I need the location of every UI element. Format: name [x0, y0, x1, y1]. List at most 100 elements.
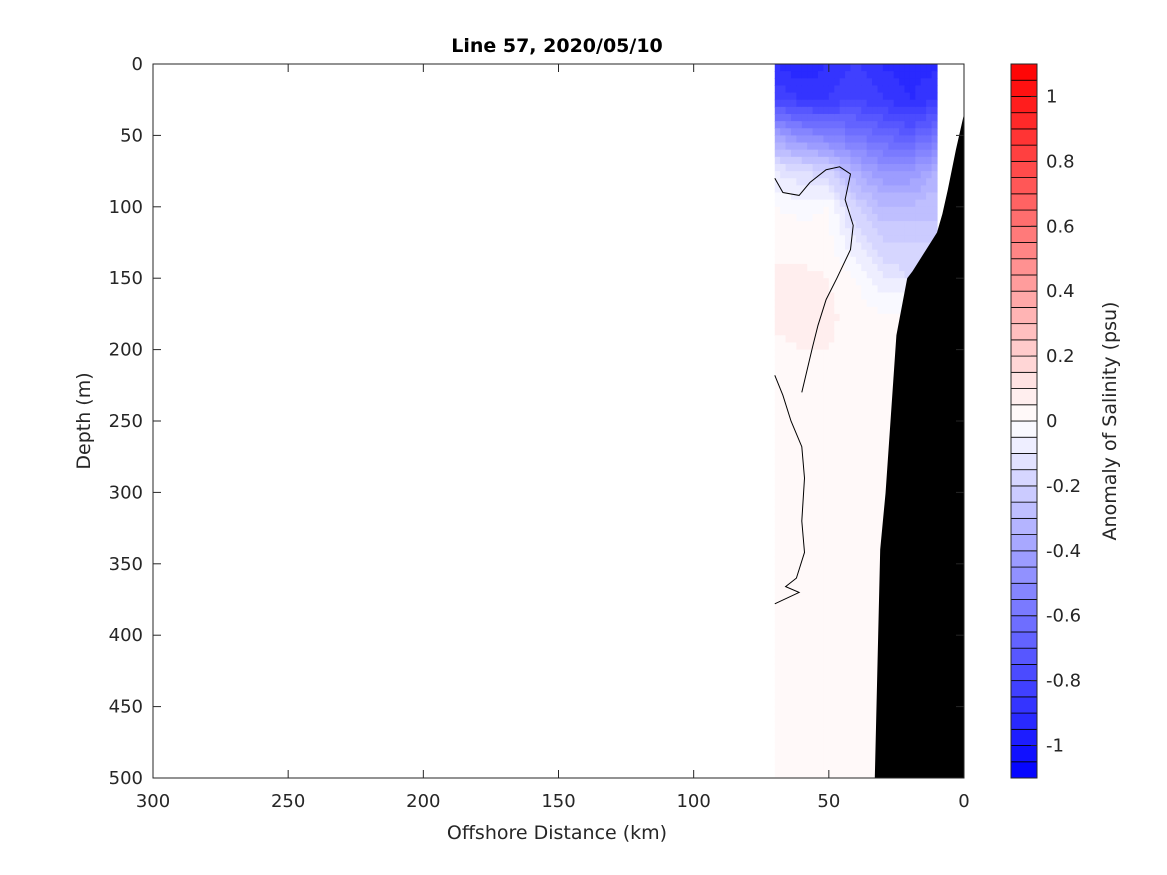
field-cell: [850, 406, 857, 415]
field-cell: [861, 506, 868, 515]
field-cell: [823, 570, 830, 579]
field-cell: [801, 599, 808, 608]
field-cell: [834, 592, 841, 601]
field-cell: [780, 699, 787, 708]
field-cell: [828, 756, 835, 765]
field-cell: [839, 135, 846, 144]
field-cell: [904, 249, 911, 258]
field-cell: [801, 428, 808, 436]
field-cell: [839, 349, 846, 358]
field-cell: [861, 435, 868, 444]
field-cell: [807, 756, 814, 765]
field-cell: [790, 692, 797, 701]
field-cell: [850, 478, 857, 486]
field-cell: [872, 406, 879, 415]
field-cell: [915, 71, 922, 79]
field-cell: [861, 706, 868, 715]
field-cell: [866, 213, 873, 222]
field-cell: [785, 171, 792, 179]
field-cell: [801, 199, 808, 208]
field-cell: [828, 363, 835, 372]
field-cell: [780, 328, 787, 336]
field-cell: [812, 71, 819, 79]
field-cell: [828, 71, 835, 79]
field-cell: [818, 292, 825, 301]
field-cell: [861, 213, 868, 222]
field-cell: [839, 99, 846, 108]
colorbar-level: [1010, 193, 1038, 211]
field-cell: [818, 713, 825, 722]
field-cell: [796, 92, 803, 101]
field-cell: [828, 249, 835, 258]
field-cell: [834, 406, 841, 415]
field-cell: [801, 392, 808, 401]
field-cell: [926, 85, 933, 94]
field-cell: [801, 649, 808, 658]
field-cell: [861, 406, 868, 415]
field-cell: [774, 128, 781, 136]
field-cell: [807, 92, 814, 101]
field-cell: [834, 171, 841, 179]
field-cell: [818, 699, 825, 708]
field-cell: [850, 592, 857, 601]
field-cell: [774, 578, 781, 586]
field-cell: [780, 249, 787, 258]
field-cell: [780, 556, 787, 565]
field-cell: [812, 663, 819, 672]
field-cell: [785, 263, 792, 272]
field-cell: [834, 71, 841, 79]
field-cell: [888, 199, 895, 208]
field-cell: [828, 64, 835, 72]
field-cell: [818, 413, 825, 422]
field-cell: [812, 720, 819, 729]
field-cell: [850, 371, 857, 379]
field-cell: [828, 649, 835, 658]
field-cell: [780, 113, 787, 122]
field-cell: [839, 313, 846, 322]
field-cell: [872, 413, 879, 422]
field-cell: [796, 85, 803, 94]
field-cell: [780, 506, 787, 515]
field-cell: [807, 728, 814, 736]
field-cell: [904, 185, 911, 194]
field-cell: [780, 342, 787, 351]
field-cell: [893, 142, 900, 151]
field-cell: [774, 406, 781, 415]
field-cell: [828, 335, 835, 344]
colorbar-level: [1010, 242, 1038, 260]
field-cell: [774, 413, 781, 422]
field-cell: [785, 328, 792, 336]
field-cell: [801, 663, 808, 672]
field-cell: [872, 642, 879, 651]
field-cell: [785, 620, 792, 629]
field-cell: [807, 742, 814, 751]
field-cell: [888, 271, 895, 279]
field-cell: [839, 185, 846, 194]
field-cell: [823, 335, 830, 344]
field-cell: [828, 456, 835, 465]
field-cell: [855, 449, 862, 458]
field-cell: [823, 221, 830, 229]
field-cell: [834, 271, 841, 279]
field-cell: [839, 78, 846, 87]
field-cell: [866, 428, 873, 436]
field-cell: [785, 206, 792, 215]
field-cell: [855, 406, 862, 415]
field-cell: [823, 720, 830, 729]
chart-title: Line 57, 2020/05/10: [451, 35, 663, 57]
field-cell: [855, 192, 862, 201]
y-tick-label: 0: [132, 54, 143, 75]
field-cell: [839, 249, 846, 258]
field-cell: [877, 135, 884, 144]
field-cell: [790, 442, 797, 451]
field-cell: [888, 292, 895, 301]
field-cell: [785, 92, 792, 101]
field-cell: [850, 606, 857, 615]
field-cell: [872, 349, 879, 358]
field-cell: [823, 663, 830, 672]
field-cell: [823, 449, 830, 458]
field-cell: [845, 563, 852, 572]
field-cell: [774, 399, 781, 408]
field-cell: [931, 178, 938, 186]
field-cell: [920, 185, 927, 194]
